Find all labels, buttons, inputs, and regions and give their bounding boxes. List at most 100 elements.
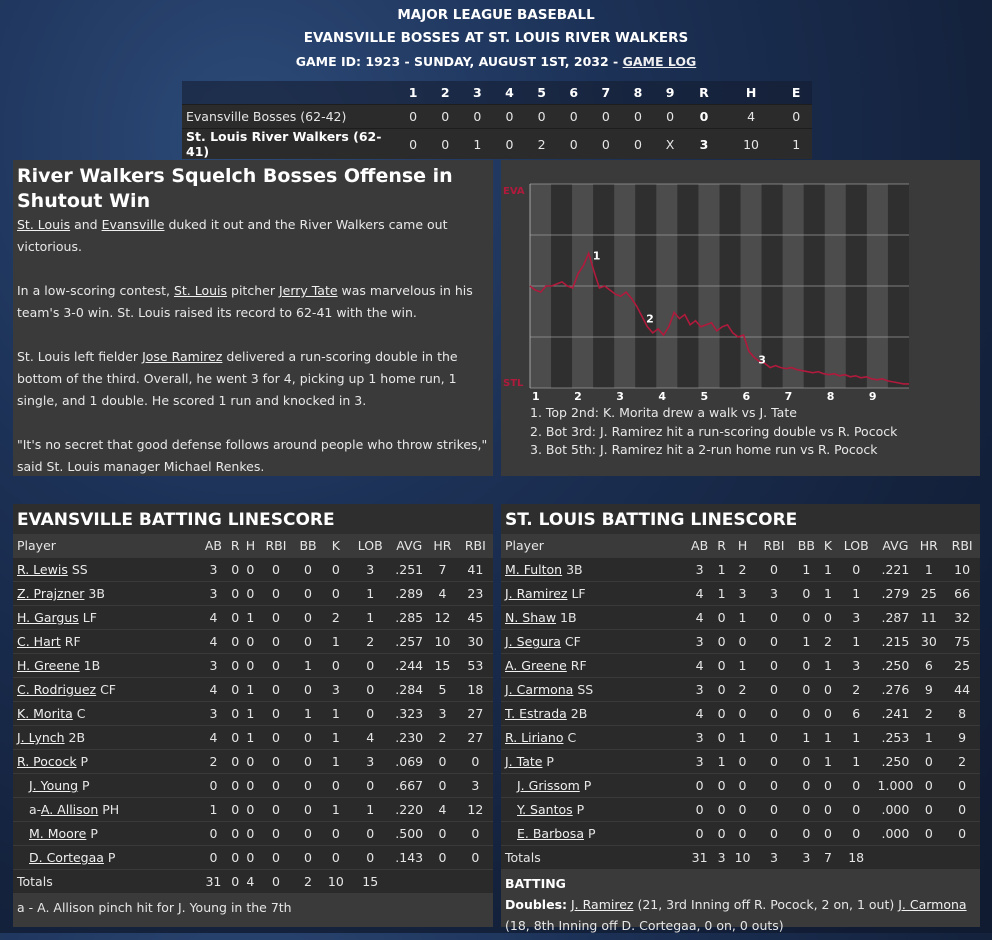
win-probability-chart: EVA STL 1 2 3 1 2 3 4 5 6 7 8 9: [503, 183, 909, 400]
stat-cell: 0: [714, 773, 729, 798]
stat-cell: 0: [685, 773, 715, 798]
stat-cell: 1: [242, 677, 259, 702]
player-name-link[interactable]: T. Estrada: [505, 706, 567, 721]
game-log-link[interactable]: GAME LOG: [622, 54, 697, 69]
stat-cell: 5: [427, 677, 458, 702]
stat-cell: 0: [227, 629, 243, 654]
player-name-link[interactable]: J. Carmona: [505, 682, 574, 697]
inning-score: 0: [525, 104, 558, 129]
player-name-link[interactable]: C. Rodriguez: [17, 682, 97, 697]
stat-cell: 0: [944, 773, 980, 798]
story-link[interactable]: St. Louis: [17, 217, 71, 232]
player-position: 1B: [79, 658, 101, 673]
linescore-team-name: Evansville Bosses (62-42): [182, 104, 397, 129]
stat-cell: 0: [791, 581, 821, 606]
inning-score: 0: [397, 128, 430, 159]
story-link[interactable]: Evansville: [101, 217, 165, 232]
stat-cell: 0: [258, 557, 294, 582]
doubles-player-link[interactable]: J. Carmona: [898, 897, 967, 912]
player-name-link[interactable]: J. Ramirez: [505, 586, 568, 601]
player-name-link[interactable]: C. Hart: [17, 634, 61, 649]
player-name-link[interactable]: J. Young: [29, 778, 79, 793]
stat-cell: .276: [877, 677, 914, 702]
player-name-link[interactable]: K. Morita: [17, 706, 73, 721]
player-name-link[interactable]: J. Lynch: [17, 730, 65, 745]
inning-header: 4: [493, 81, 526, 105]
player-row: D. Cortegaa P 0 0 0 0 0 0 0.143 0 0: [13, 845, 493, 870]
stat-cell: 2: [834, 677, 878, 702]
player-name-link[interactable]: M. Moore: [29, 826, 87, 841]
player-name-link[interactable]: H. Greene: [17, 658, 80, 673]
inning-tick-label: 9: [869, 390, 877, 400]
stat-cell: 41: [457, 557, 493, 582]
stat-cell: 0: [756, 605, 792, 630]
stat-cell: 1: [714, 581, 729, 606]
player-name-link[interactable]: J. Grissom: [517, 778, 580, 793]
stat-cell: 1: [714, 557, 729, 582]
player-position: PH: [98, 802, 120, 817]
batting-column-header: RBI: [265, 538, 287, 553]
total-cell: 31: [199, 869, 228, 893]
player-name-link[interactable]: H. Gargus: [17, 610, 79, 625]
event-marker: 2: [646, 313, 654, 326]
stat-cell: 0: [258, 821, 294, 846]
stat-cell: 0: [728, 773, 757, 798]
stat-cell: 0: [714, 677, 729, 702]
batting-column-header: LOB: [843, 538, 869, 553]
player-name-link[interactable]: R. Liriano: [505, 730, 564, 745]
stat-cell: 0: [944, 797, 980, 822]
inning-score: 4: [721, 104, 781, 129]
inning-score: 1: [461, 128, 494, 159]
note-3: 3. Bot 5th: J. Ramirez hit a 2-run home …: [530, 442, 878, 457]
player-name-link[interactable]: A. Allison: [40, 802, 99, 817]
player-name-link[interactable]: Z. Prajzner: [17, 586, 85, 601]
stat-cell: .244: [391, 653, 428, 678]
stat-cell: 0: [756, 677, 792, 702]
player-position: P: [78, 778, 90, 793]
player-name-link[interactable]: A. Greene: [505, 658, 567, 673]
stat-cell: 3: [427, 701, 458, 726]
stat-cell: 0: [756, 629, 792, 654]
stat-cell: 0: [227, 797, 243, 822]
story-link[interactable]: St. Louis: [173, 283, 228, 298]
story-link[interactable]: Jerry Tate: [278, 283, 338, 298]
doubles-player-link[interactable]: J. Ramirez: [571, 897, 634, 912]
stat-cell: 1: [242, 701, 259, 726]
stat-cell: 0: [913, 749, 945, 774]
stat-cell: .289: [391, 581, 428, 606]
stat-cell: 0: [756, 749, 792, 774]
bottom-team-label: STL: [503, 378, 524, 389]
stat-cell: 0: [714, 605, 729, 630]
stat-cell: 1: [322, 749, 350, 774]
player-name-link[interactable]: D. Cortegaa: [29, 850, 104, 865]
player-row: E. Barbosa P 0 0 0 0 0 0 0.000 0 0: [501, 821, 980, 846]
player-name-link[interactable]: J. Segura: [505, 634, 561, 649]
batting-column-header: AVG: [882, 538, 909, 553]
linescore-team-header: [182, 81, 397, 105]
player-name-link[interactable]: R. Pocock: [17, 754, 77, 769]
stat-cell: 3: [685, 677, 715, 702]
story-link[interactable]: Jose Ramirez: [142, 349, 223, 364]
stat-cell: 0: [227, 605, 243, 630]
stat-cell: 0: [199, 773, 228, 798]
player-cell: K. Morita C: [13, 701, 199, 726]
stat-cell: 0: [714, 821, 729, 846]
linescore-row: Evansville Bosses (62-42) 0 0 0 0 0 0 0 0 0 0 4 0: [182, 104, 812, 129]
player-row: R. Pocock P 2 0 0 0 0 1 3.069 0 0: [13, 749, 493, 774]
player-name-link[interactable]: E. Barbosa: [517, 826, 584, 841]
story-paragraph: "It's no secret that good defense follow…: [17, 437, 488, 474]
stat-cell: 0: [427, 845, 458, 870]
player-name-link[interactable]: J. Tate: [505, 754, 543, 769]
player-name-link[interactable]: Y. Santos: [517, 802, 573, 817]
batting-column-header: BB: [797, 538, 815, 553]
stat-cell: 10: [427, 629, 458, 654]
total-cell: 31: [685, 845, 715, 869]
player-name-link[interactable]: R. Lewis: [17, 562, 68, 577]
inning-tick-label: 5: [700, 390, 708, 400]
stat-cell: .287: [877, 605, 914, 630]
player-name-link[interactable]: M. Fulton: [505, 562, 563, 577]
stat-cell: 12: [457, 797, 493, 822]
player-name-link[interactable]: N. Shaw: [505, 610, 557, 625]
player-row: J. Carmona SS 3 0 2 0 0 0 2.276 9 44: [501, 677, 980, 702]
note-2: 2. Bot 3rd: J. Ramirez hit a run-scoring…: [530, 423, 898, 439]
